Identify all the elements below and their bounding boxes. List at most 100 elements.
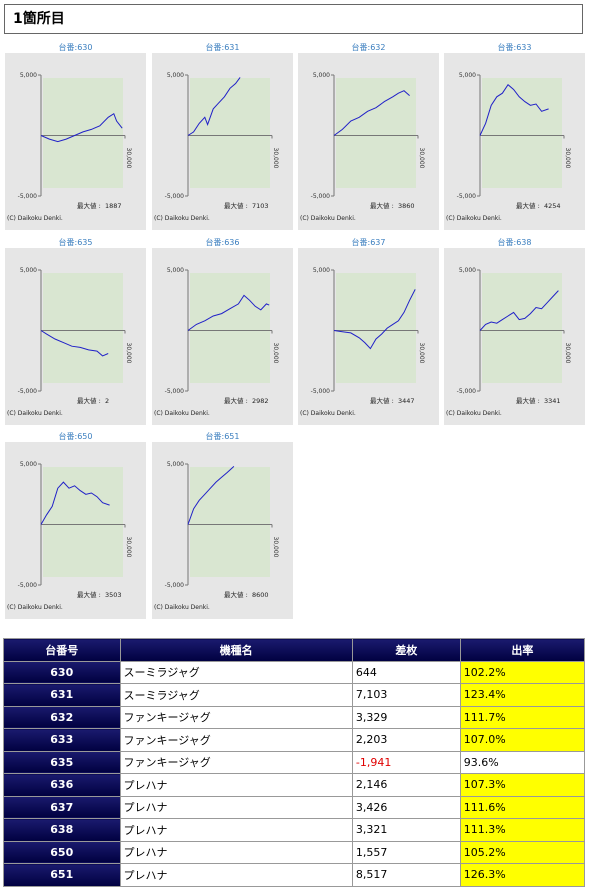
chart-deco: [43, 78, 123, 188]
chart-deco: [482, 78, 562, 188]
table-row: 638 プレハナ 3,321 111.3%: [3, 818, 586, 842]
mini-chart: 台番:631 5,000 -5,000 30,000 最大値 : 7103 (C) Daik…: [152, 42, 293, 230]
max-label: 最大値 :: [77, 396, 101, 405]
max-value: 8600: [252, 591, 269, 599]
chart-title: 台番:630: [59, 42, 93, 52]
table-row: 636 プレハナ 2,146 107.3%: [3, 773, 586, 797]
y-tick-label: -5,000: [18, 582, 38, 589]
table-cell: プレハナ: [119, 840, 353, 864]
header-row: 台番号 機種名 差枚 出率: [3, 638, 586, 662]
table-row: 630 スーミラジャグ 644 102.2%: [3, 660, 586, 684]
table-cell: 3,329: [351, 705, 461, 729]
data-line: [187, 294, 270, 331]
table-cell: 644: [351, 660, 461, 684]
copyright: (C) Daikoku Denki.: [300, 410, 356, 417]
chart-deco: [190, 78, 270, 188]
max-value: 3447: [398, 397, 415, 405]
chart-deco: [43, 467, 123, 577]
table-cell: 111.7%: [459, 705, 586, 729]
table-cell: 107.3%: [459, 773, 586, 797]
y-tick-label: -5,000: [457, 193, 477, 200]
copyright: (C) Daikoku Denki.: [446, 215, 502, 222]
max-value: 7103: [252, 202, 269, 210]
data-line: [40, 330, 109, 357]
table-cell: 632: [3, 705, 121, 729]
table-cell: 2,203: [351, 728, 461, 752]
max-label: 最大値 :: [516, 396, 540, 405]
mini-chart: 台番:630 5,000 -5,000 30,000 最大値 : 1887 (C) Daik…: [5, 42, 146, 230]
mini-chart: 台番:638 5,000 -5,000 30,000 最大値 : 3341 (C) Daik…: [444, 237, 585, 425]
max-value: 3503: [105, 591, 122, 599]
data-line: [40, 481, 110, 525]
copyright: (C) Daikoku Denki.: [300, 215, 356, 222]
table-cell: スーミラジャグ: [119, 683, 353, 707]
section-title: 1箇所目: [4, 4, 583, 34]
table-cell: 111.6%: [459, 795, 586, 819]
x-tick-label: 30,000: [272, 343, 279, 364]
chart-title: 台番:631: [206, 42, 240, 52]
max-value: 1887: [105, 202, 122, 210]
max-label: 最大値 :: [370, 201, 394, 210]
x-tick-label: 30,000: [272, 148, 279, 169]
max-label: 最大値 :: [370, 396, 394, 405]
x-tick-label: 30,000: [272, 537, 279, 558]
chart-title: 台番:637: [352, 237, 386, 247]
table-cell: プレハナ: [119, 863, 353, 887]
max-label: 最大値 :: [516, 201, 540, 210]
y-tick-label: 5,000: [313, 72, 330, 79]
table-row: 650 プレハナ 1,557 105.2%: [3, 840, 586, 864]
max-label: 最大値 :: [224, 590, 248, 599]
table-cell: 635: [3, 750, 121, 774]
data-line: [187, 77, 241, 136]
y-tick-label: -5,000: [165, 388, 185, 395]
max-value: 2982: [252, 397, 269, 405]
x-tick-label: 30,000: [125, 537, 132, 558]
chart-deco: [336, 78, 416, 188]
max-label: 最大値 :: [224, 201, 248, 210]
max-value: 2: [105, 397, 109, 405]
max-label: 最大値 :: [77, 590, 101, 599]
x-tick-label: 30,000: [418, 343, 425, 364]
y-tick-label: 5,000: [20, 267, 37, 274]
table-cell: 123.4%: [459, 683, 586, 707]
chart-deco: [43, 273, 123, 383]
max-label: 最大値 :: [77, 201, 101, 210]
chart-deco: [190, 467, 270, 577]
table-cell: 637: [3, 795, 121, 819]
copyright: (C) Daikoku Denki.: [154, 410, 210, 417]
charts: 台番:630 5,000 -5,000 30,000 最大値 : 1887 (C) Daik…: [5, 42, 585, 619]
y-tick-label: 5,000: [20, 461, 37, 468]
table-cell: 630: [3, 660, 121, 684]
chart-deco: [482, 273, 562, 383]
table-cell: スーミラジャグ: [119, 660, 353, 684]
copyright: (C) Daikoku Denki.: [7, 215, 63, 222]
max-value: 3860: [398, 202, 415, 210]
table-cell: 3,321: [351, 818, 461, 842]
data-line: [187, 466, 235, 525]
column-header: 差枚: [351, 638, 461, 662]
chart-title: 台番:632: [352, 42, 386, 52]
table-cell: 107.0%: [459, 728, 586, 752]
table-cell: 126.3%: [459, 863, 586, 887]
y-tick-label: 5,000: [459, 72, 476, 79]
table-cell: 650: [3, 840, 121, 864]
copyright: (C) Daikoku Denki.: [7, 410, 63, 417]
table-row: 632 ファンキージャグ 3,329 111.7%: [3, 705, 586, 729]
chart-deco: [190, 273, 270, 383]
table-row: 651 プレハナ 8,517 126.3%: [3, 863, 586, 887]
table-cell: プレハナ: [119, 773, 353, 797]
y-tick-label: 5,000: [313, 267, 330, 274]
max-label: 最大値 :: [224, 396, 248, 405]
table-cell: 633: [3, 728, 121, 752]
table-cell: 105.2%: [459, 840, 586, 864]
x-tick-label: 30,000: [564, 148, 571, 169]
data-line: [479, 290, 559, 331]
table-cell: 102.2%: [459, 660, 586, 684]
mini-chart: 台番:650 5,000 -5,000 30,000 最大値 : 3503 (C) Daik…: [5, 431, 146, 619]
table-cell: 631: [3, 683, 121, 707]
x-tick-label: 30,000: [125, 148, 132, 169]
data-table: 台番号 機種名 差枚 出率 630 スーミラジャグ 644 102.2% 631 スーミラジャグ 7…: [3, 638, 586, 887]
y-tick-label: -5,000: [18, 388, 38, 395]
data-line: [40, 112, 123, 143]
chart-title: 台番:633: [498, 42, 532, 52]
